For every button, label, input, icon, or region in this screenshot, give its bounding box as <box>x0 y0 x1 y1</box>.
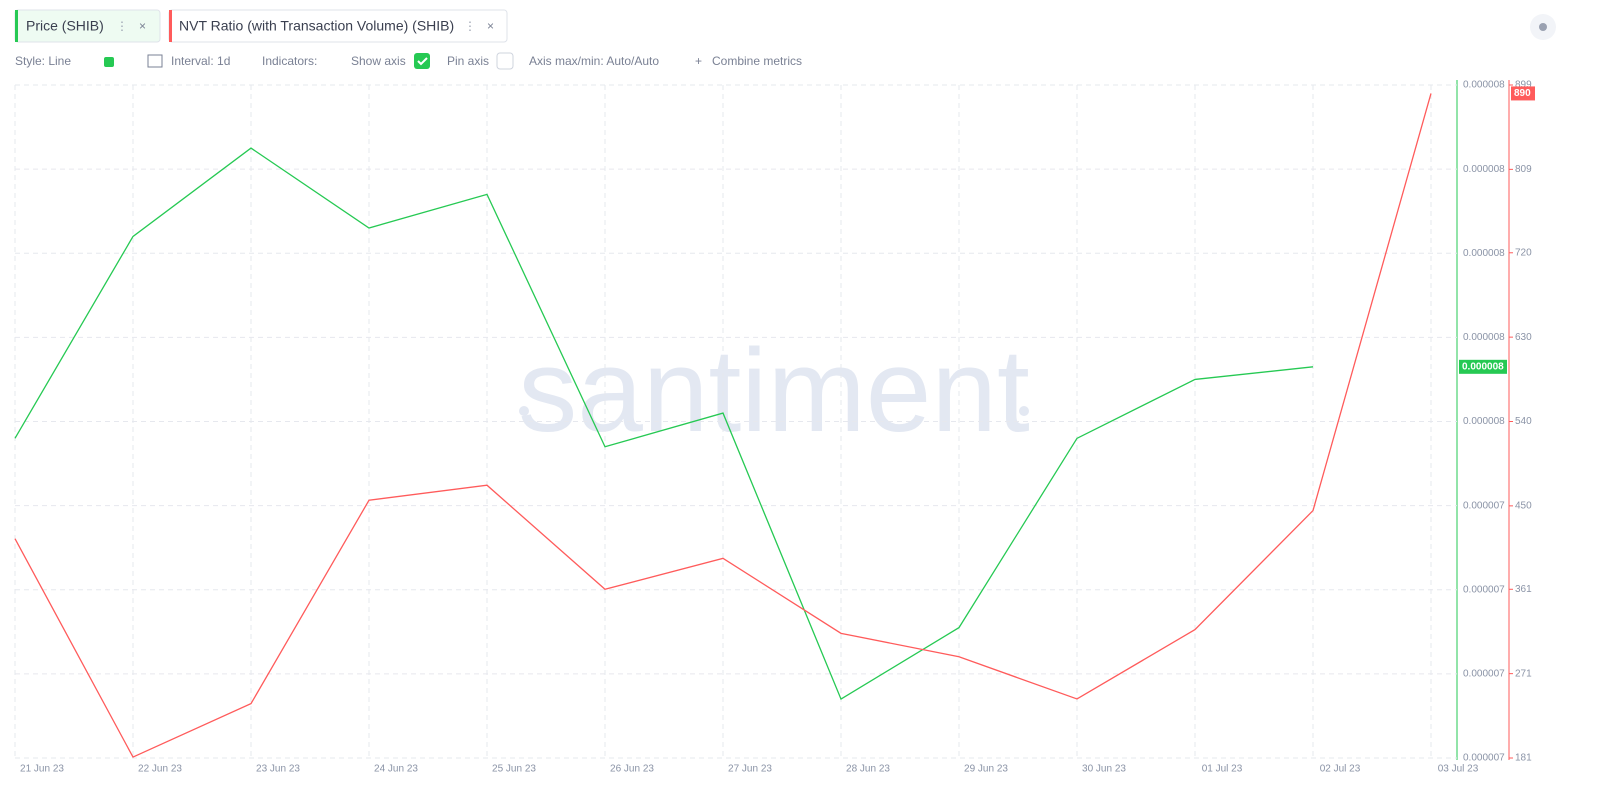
value-label-box <box>1511 86 1535 101</box>
y-tick-label: 0.000007 <box>1463 584 1505 595</box>
pin-axis-checkbox[interactable] <box>496 52 514 70</box>
x-tick-label: 23 Jun 23 <box>256 764 300 775</box>
y2-tick-label: 361 <box>1515 584 1532 595</box>
watermark-dot <box>519 406 529 416</box>
y2-tick-label: 630 <box>1515 332 1532 343</box>
tab-indicator <box>15 10 18 42</box>
y2-tick-label: 181 <box>1515 753 1532 764</box>
x-tick-label: 03 Jul 23 <box>1438 764 1479 775</box>
x-tick-label: 02 Jul 23 <box>1320 764 1361 775</box>
x-tick-label: 26 Jun 23 <box>610 764 654 775</box>
show-axis-label: Show axis <box>351 54 406 68</box>
x-tick-label: 29 Jun 23 <box>964 764 1008 775</box>
tab-close[interactable]: × <box>139 19 146 33</box>
y-tick-label: 0.000007 <box>1463 753 1505 764</box>
tab-label: NVT Ratio (with Transaction Volume) (SHI… <box>179 18 454 34</box>
y-tick-label: 0.000008 <box>1463 248 1505 259</box>
value-label: 0.000008 <box>1462 361 1504 372</box>
y2-tick-label: 899 <box>1515 80 1532 91</box>
check-icon <box>417 57 428 66</box>
settings-icon <box>1539 23 1547 31</box>
y-tick-label: 0.000008 <box>1463 164 1505 175</box>
indicators-select[interactable]: Indicators: <box>262 54 317 68</box>
x-tick-label: 01 Jul 23 <box>1202 764 1243 775</box>
x-tick-label: 21 Jun 23 <box>20 764 64 775</box>
x-tick-label: 28 Jun 23 <box>846 764 890 775</box>
watermark-dot <box>1019 406 1029 416</box>
tab-label: Price (SHIB) <box>26 18 104 34</box>
y2-tick-label: 809 <box>1515 164 1532 175</box>
tab-menu[interactable]: ⋮ <box>116 19 128 33</box>
y2-tick-label: 450 <box>1515 500 1532 511</box>
y-tick-label: 0.000007 <box>1463 669 1505 680</box>
style-select[interactable]: Style: Line <box>15 54 71 68</box>
x-tick-label: 22 Jun 23 <box>138 764 182 775</box>
axis-minmax-select[interactable]: Axis max/min: Auto/Auto <box>529 54 659 68</box>
value-label: 890 <box>1514 88 1531 99</box>
y2-tick-label: 720 <box>1515 247 1532 258</box>
interval-select[interactable]: Interval: 1d <box>171 54 230 68</box>
y-tick-label: 0.000008 <box>1463 332 1505 343</box>
tab-menu[interactable]: ⋮ <box>464 19 476 33</box>
x-tick-label: 25 Jun 23 <box>492 764 536 775</box>
series-line <box>14 147 1314 701</box>
plus-icon: + <box>695 54 702 68</box>
x-tick-label: 24 Jun 23 <box>374 764 418 775</box>
combine-metrics[interactable]: Combine metrics <box>712 54 802 68</box>
show-axis-checkbox[interactable] <box>414 53 430 69</box>
value-label-box <box>1459 359 1507 374</box>
watermark: santiment <box>518 325 1030 457</box>
interval-icon <box>147 54 163 68</box>
tab-close[interactable]: × <box>487 19 494 33</box>
tab-indicator <box>169 10 172 42</box>
x-tick-label: 30 Jun 23 <box>1082 764 1126 775</box>
y-tick-label: 0.000008 <box>1463 80 1505 91</box>
y2-tick-label: 271 <box>1515 668 1532 679</box>
y2-tick-label: 540 <box>1515 416 1532 427</box>
y-tick-label: 0.000007 <box>1463 500 1505 511</box>
pin-axis-label: Pin axis <box>447 54 489 68</box>
y-tick-label: 0.000008 <box>1463 416 1505 427</box>
x-tick-label: 27 Jun 23 <box>728 764 772 775</box>
series-line <box>14 93 1432 758</box>
color-picker[interactable] <box>104 57 114 67</box>
